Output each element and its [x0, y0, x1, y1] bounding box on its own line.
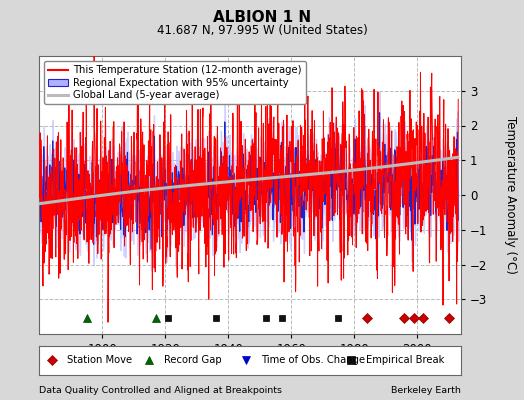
- Y-axis label: Temperature Anomaly (°C): Temperature Anomaly (°C): [504, 116, 517, 274]
- Text: Berkeley Earth: Berkeley Earth: [391, 386, 461, 395]
- Text: Time of Obs. Change: Time of Obs. Change: [261, 355, 365, 365]
- Text: Station Move: Station Move: [67, 355, 132, 365]
- Text: 41.687 N, 97.995 W (United States): 41.687 N, 97.995 W (United States): [157, 24, 367, 37]
- Text: ALBION 1 N: ALBION 1 N: [213, 10, 311, 25]
- Text: Empirical Break: Empirical Break: [366, 355, 444, 365]
- Text: Data Quality Controlled and Aligned at Breakpoints: Data Quality Controlled and Aligned at B…: [39, 386, 282, 395]
- Legend: This Temperature Station (12-month average), Regional Expectation with 95% uncer: This Temperature Station (12-month avera…: [45, 61, 306, 104]
- Text: Record Gap: Record Gap: [163, 355, 221, 365]
